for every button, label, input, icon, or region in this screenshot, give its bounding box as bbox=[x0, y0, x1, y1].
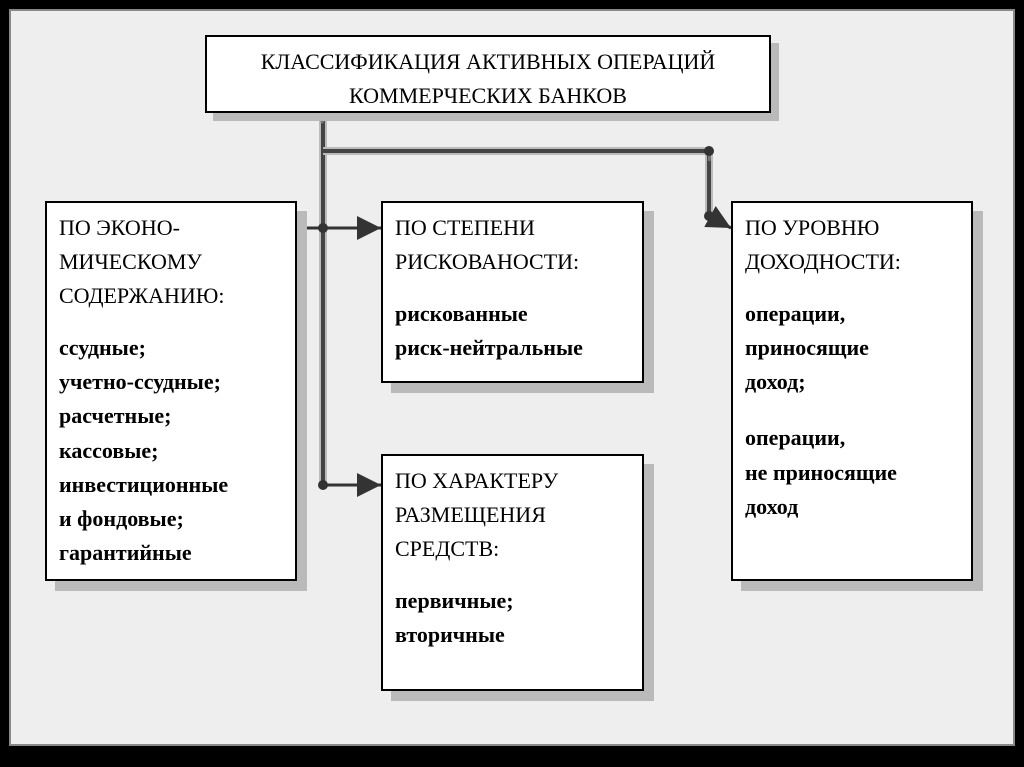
economic-h3: СОДЕРЖАНИЮ: bbox=[59, 279, 283, 313]
junction-dot-profit bbox=[704, 211, 714, 221]
profit-items: операции, приносящие доход; операции, не… bbox=[745, 297, 959, 524]
economic-h2: МИЧЕСКОМУ bbox=[59, 245, 283, 279]
placement-box: ПО ХАРАКТЕРУ РАЗМЕЩЕНИЯ СРЕДСТВ: первичн… bbox=[381, 454, 644, 691]
economic-i7: гарантийные bbox=[59, 536, 283, 570]
placement-i1: первичные; bbox=[395, 584, 630, 618]
economic-i1: ссудные; bbox=[59, 331, 283, 365]
placement-h2: РАЗМЕЩЕНИЯ bbox=[395, 498, 630, 532]
diagram-frame: КЛАССИФИКАЦИЯ АКТИВНЫХ ОПЕРАЦИЙ КОММЕРЧЕ… bbox=[9, 9, 1015, 746]
economic-h1: ПО ЭКОНО- bbox=[59, 211, 283, 245]
profit-heading: ПО УРОВНЮ ДОХОДНОСТИ: bbox=[745, 211, 959, 279]
title-line2: КОММЕРЧЕСКИХ БАНКОВ bbox=[219, 79, 757, 113]
placement-h1: ПО ХАРАКТЕРУ bbox=[395, 464, 630, 498]
junction-dot-bottom bbox=[318, 480, 328, 490]
risk-i2: риск-нейтральные bbox=[395, 331, 630, 365]
risk-box: ПО СТЕПЕНИ РИСКОВАНОСТИ: рискованные рис… bbox=[381, 201, 644, 383]
title-box: КЛАССИФИКАЦИЯ АКТИВНЫХ ОПЕРАЦИЙ КОММЕРЧЕ… bbox=[205, 35, 771, 113]
placement-items: первичные; вторичные bbox=[395, 584, 630, 652]
profit-box: ПО УРОВНЮ ДОХОДНОСТИ: операции, приносящ… bbox=[731, 201, 973, 581]
economic-heading: ПО ЭКОНО- МИЧЕСКОМУ СОДЕРЖАНИЮ: bbox=[59, 211, 283, 313]
title-line1: КЛАССИФИКАЦИЯ АКТИВНЫХ ОПЕРАЦИЙ bbox=[219, 45, 757, 79]
profit-i2: приносящие bbox=[745, 331, 959, 365]
profit-i6: не приносящие bbox=[745, 456, 959, 490]
profit-i1: операции, bbox=[745, 297, 959, 331]
profit-i5: операции, bbox=[745, 421, 959, 455]
risk-i1: рискованные bbox=[395, 297, 630, 331]
economic-i6: и фондовые; bbox=[59, 502, 283, 536]
junction-dot-right bbox=[704, 146, 714, 156]
placement-i2: вторичные bbox=[395, 618, 630, 652]
risk-items: рискованные риск-нейтральные bbox=[395, 297, 630, 365]
economic-items: ссудные; учетно-ссудные; расчетные; касс… bbox=[59, 331, 283, 570]
placement-h3: СРЕДСТВ: bbox=[395, 532, 630, 566]
profit-i7: доход bbox=[745, 490, 959, 524]
risk-h1: ПО СТЕПЕНИ bbox=[395, 211, 630, 245]
profit-h2: ДОХОДНОСТИ: bbox=[745, 245, 959, 279]
economic-box: ПО ЭКОНО- МИЧЕСКОМУ СОДЕРЖАНИЮ: ссудные;… bbox=[45, 201, 297, 581]
economic-i4: кассовые; bbox=[59, 434, 283, 468]
risk-h2: РИСКОВАНОСТИ: bbox=[395, 245, 630, 279]
profit-i3: доход; bbox=[745, 365, 959, 399]
economic-i5: инвестиционные bbox=[59, 468, 283, 502]
risk-heading: ПО СТЕПЕНИ РИСКОВАНОСТИ: bbox=[395, 211, 630, 279]
placement-heading: ПО ХАРАКТЕРУ РАЗМЕЩЕНИЯ СРЕДСТВ: bbox=[395, 464, 630, 566]
profit-h1: ПО УРОВНЮ bbox=[745, 211, 959, 245]
economic-i3: расчетные; bbox=[59, 399, 283, 433]
profit-gap bbox=[745, 399, 959, 421]
economic-i2: учетно-ссудные; bbox=[59, 365, 283, 399]
junction-dot-top bbox=[318, 223, 328, 233]
